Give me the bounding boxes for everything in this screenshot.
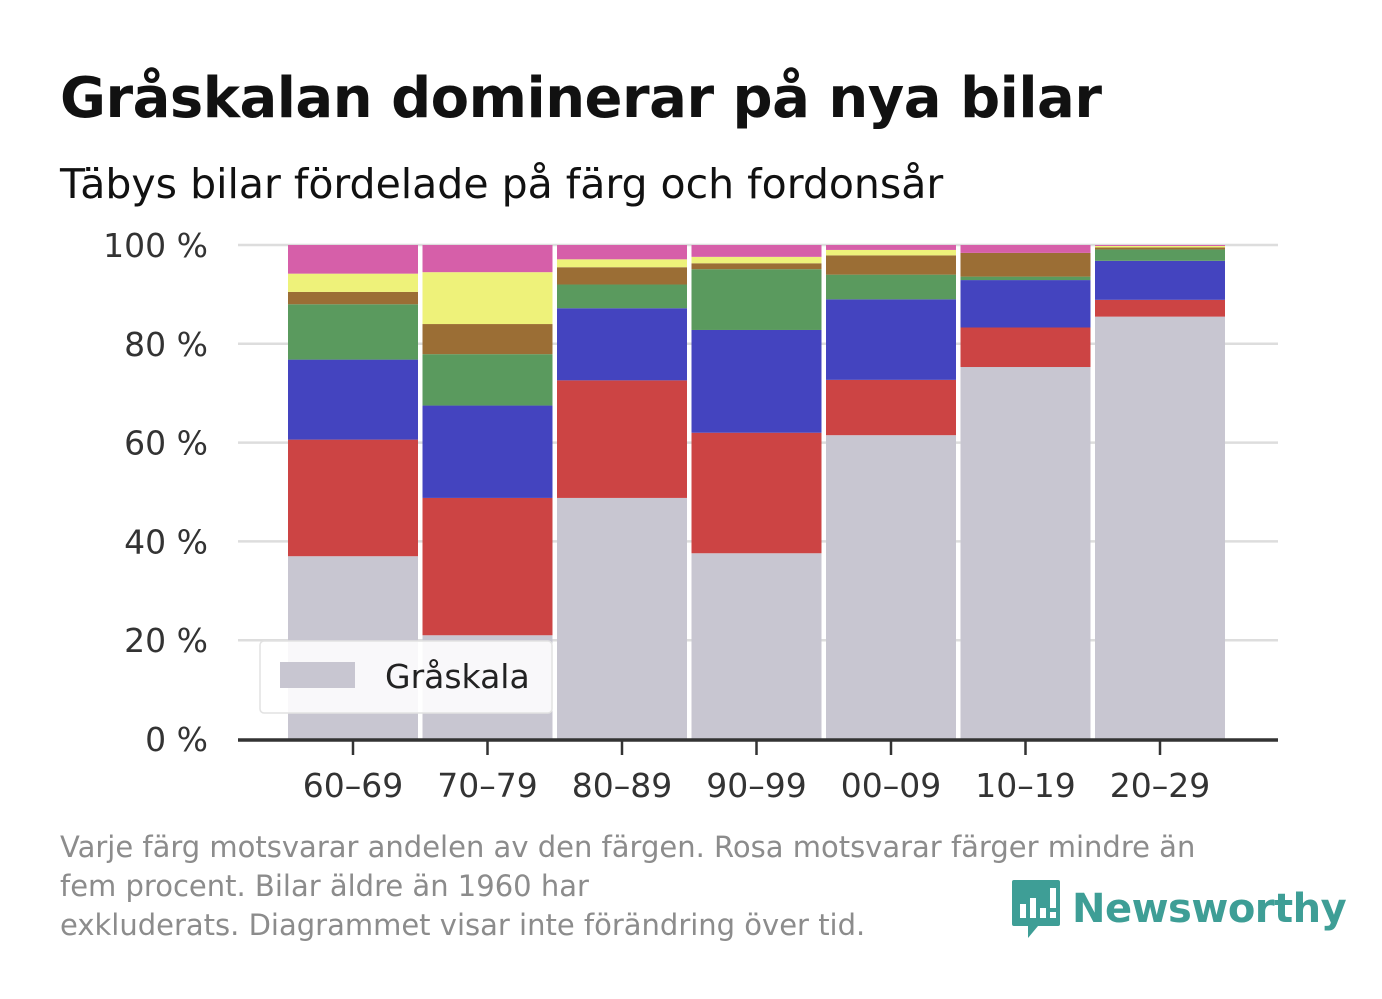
legend: Gråskala [259, 640, 553, 714]
bar-segment [691, 329, 822, 433]
x-tick-label: 70–79 [437, 766, 537, 805]
bar-segment [557, 245, 687, 260]
bar-segment [422, 272, 553, 325]
stacked-bar-chart: 0 % 20 % 40 % 60 % 80 % 100 % 60–69 70–79 80–89… [103, 226, 1278, 805]
bar-segment [691, 263, 822, 270]
chart-title: Gråskalan dominerar på nya bilar [60, 66, 1102, 131]
bar-segment [960, 276, 1091, 281]
y-tick-label: 80 % [124, 325, 208, 364]
x-tick-label: 00–09 [841, 766, 941, 805]
bar-segment [422, 405, 553, 498]
bar-segment [691, 432, 822, 554]
x-tick-label: 20–29 [1110, 766, 1210, 805]
x-tick-label: 60–69 [303, 766, 403, 805]
bar-segment [691, 269, 822, 330]
bar-segment [557, 308, 687, 381]
bar-segment [288, 245, 418, 274]
bar-segment [557, 267, 687, 285]
footnote-line-1: Varje färg motsvarar andelen av den färg… [60, 830, 1196, 864]
bar-segment [288, 291, 418, 305]
bar-segment [1095, 247, 1225, 250]
bar-segment [557, 284, 687, 309]
y-tick-label: 100 % [103, 226, 208, 265]
bar-segment [960, 367, 1091, 739]
footnote-line-3: exkluderats. Diagrammet visar inte förän… [60, 908, 866, 942]
x-tick-label: 80–89 [572, 766, 672, 805]
bar-segment [960, 252, 1091, 277]
bar-segment [1095, 245, 1225, 246]
bar-segment [557, 259, 687, 268]
bar-segment [557, 497, 687, 739]
brand-logo: Newsworthy [1010, 878, 1347, 940]
bar-segment [826, 379, 956, 436]
footnote-line-2: fem procent. Bilar äldre än 1960 har [60, 869, 589, 903]
legend-swatch [280, 662, 355, 688]
legend-box [259, 640, 553, 714]
bar-segment [1095, 299, 1225, 317]
bar-segment [826, 299, 956, 380]
footnote: Varje färg motsvarar andelen av den färg… [60, 828, 1300, 945]
y-tick-label: 60 % [124, 424, 208, 463]
bar-segment [826, 245, 956, 250]
bar-segment [1095, 260, 1225, 300]
bar-segment [691, 553, 822, 739]
bar-segment [691, 256, 822, 264]
chart-subtitle: Täbys bilar fördelade på färg och fordon… [60, 160, 944, 208]
bar-segment [826, 255, 956, 275]
x-tick-label: 90–99 [706, 766, 806, 805]
y-axis-tick-labels: 0 % 20 % 40 % 60 % 80 % 100 % [103, 226, 208, 759]
bar-segment [1095, 316, 1225, 739]
bar-segment [1095, 245, 1225, 248]
bar-segment [557, 380, 687, 498]
bar-segment [288, 304, 418, 360]
bar-segment [288, 439, 418, 557]
x-tick-label: 10–19 [975, 766, 1075, 805]
y-tick-label: 20 % [124, 621, 208, 660]
bar-segment [960, 280, 1091, 328]
bar-segment [826, 435, 956, 739]
bar-segment [422, 497, 553, 636]
brand-name: Newsworthy [1072, 886, 1347, 932]
x-axis: 60–69 70–79 80–89 90–99 00–09 10–19 20–29 [238, 738, 1278, 805]
bar-segment [422, 354, 553, 406]
bar-segment [826, 249, 956, 256]
bar-segment [960, 245, 1091, 253]
legend-label: Gråskala [385, 657, 530, 696]
bar-segment [691, 245, 822, 257]
bar-segment [422, 324, 553, 355]
bar-segment [1095, 249, 1225, 261]
bar-segment [422, 245, 553, 273]
bar-segment [960, 327, 1091, 368]
bar-chart-speech-bubble-icon [1012, 880, 1060, 938]
y-tick-label: 40 % [124, 522, 208, 561]
y-tick-label: 0 % [145, 720, 208, 759]
bar-segment [826, 274, 956, 300]
bar-segment [288, 273, 418, 292]
bar-segment [288, 359, 418, 440]
